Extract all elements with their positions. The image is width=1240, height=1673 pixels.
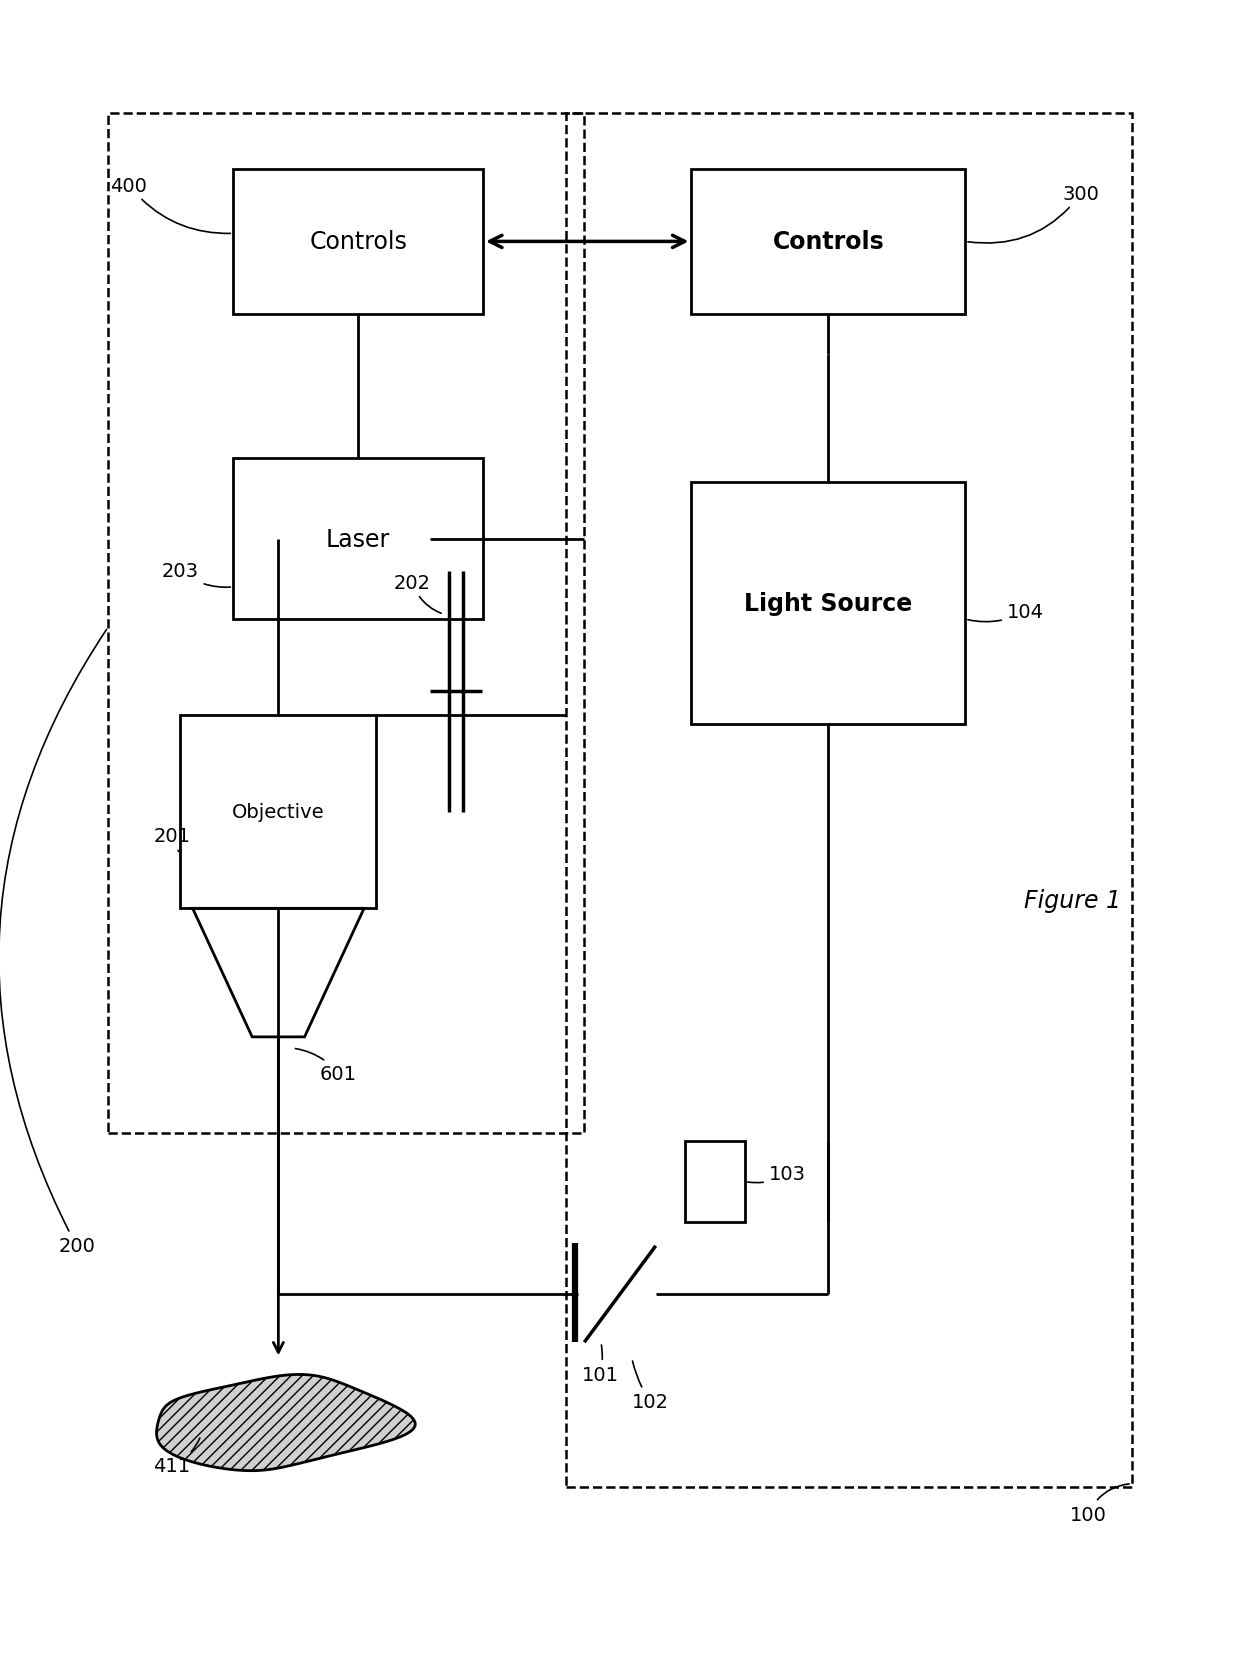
Text: 411: 411	[154, 1439, 200, 1476]
Text: 601: 601	[295, 1049, 357, 1084]
Bar	[692, 483, 965, 724]
Text: Controls: Controls	[773, 231, 884, 254]
Bar	[692, 171, 965, 315]
Text: Controls: Controls	[309, 231, 407, 254]
Text: 102: 102	[632, 1362, 668, 1412]
Text: 400: 400	[110, 177, 231, 234]
Bar	[180, 716, 376, 908]
Text: 202: 202	[394, 574, 441, 614]
Text: Figure 1: Figure 1	[1024, 888, 1121, 913]
Bar	[108, 114, 584, 1134]
Text: 201: 201	[154, 826, 191, 853]
Text: 103: 103	[748, 1164, 806, 1183]
Text: Light Source: Light Source	[744, 592, 913, 616]
Bar	[233, 171, 484, 315]
Bar	[233, 458, 484, 619]
Polygon shape	[156, 1375, 415, 1471]
Text: Laser: Laser	[326, 527, 391, 552]
Text: 200: 200	[0, 631, 107, 1255]
Bar	[567, 114, 1132, 1487]
Text: 104: 104	[968, 602, 1044, 622]
Text: 101: 101	[582, 1345, 619, 1384]
Bar	[686, 1141, 745, 1221]
Text: Objective: Objective	[232, 803, 324, 821]
Text: 300: 300	[968, 184, 1100, 244]
Text: 203: 203	[161, 562, 231, 587]
Text: 100: 100	[1070, 1484, 1130, 1524]
